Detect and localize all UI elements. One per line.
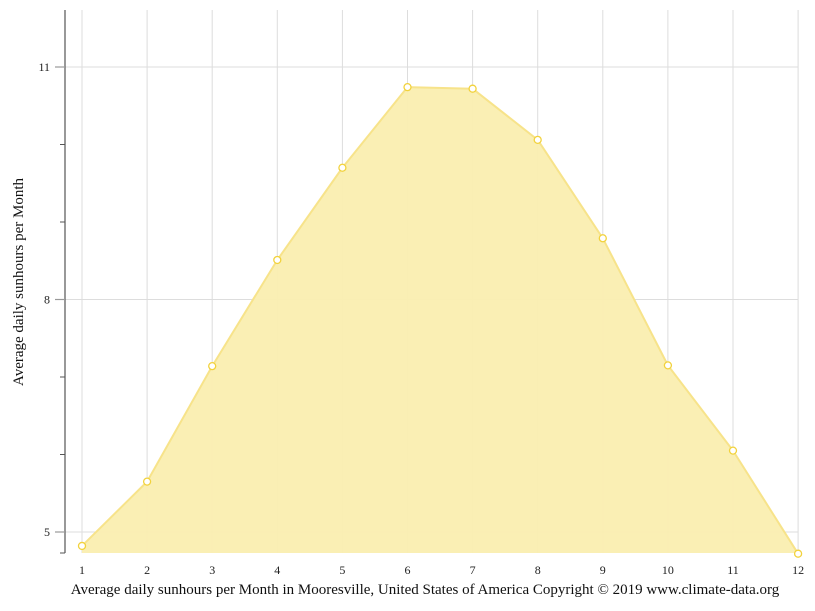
y-tick-label: 11: [38, 60, 50, 74]
x-tick-label: 11: [727, 563, 739, 577]
x-tick-label: 7: [470, 563, 476, 577]
data-point-month-7: [468, 84, 477, 93]
data-point-month-1: [77, 541, 87, 551]
data-point-month-5: [338, 163, 347, 172]
area-series: [81, 86, 799, 555]
y-axis-title: Average daily sunhours per Month: [11, 178, 27, 387]
chart-caption: Average daily sunhours per Month in Moor…: [70, 582, 780, 598]
data-point-month-12: [793, 549, 803, 558]
y-tick-label: 8: [44, 293, 50, 307]
data-point-month-10: [663, 361, 673, 370]
x-tick-label: 9: [600, 563, 606, 577]
series-line: [81, 86, 799, 555]
data-point-month-8: [533, 135, 542, 145]
x-tick-label: 3: [209, 563, 215, 577]
data-point-month-2: [142, 477, 152, 486]
x-axis-tick-labels: 1 2 3 4 5 6 7 8 9 10 11 12: [79, 563, 804, 577]
y-axis: [55, 10, 66, 554]
data-point-month-6: [403, 83, 412, 92]
x-tick-label: 12: [792, 563, 804, 577]
x-tick-label: 4: [274, 563, 280, 577]
x-tick-label: 6: [405, 563, 411, 577]
x-tick-label: 8: [535, 563, 541, 577]
x-tick-label: 1: [79, 563, 85, 577]
y-tick-label: 5: [44, 525, 50, 539]
area-fill: [82, 87, 799, 554]
x-tick-label: 10: [662, 563, 674, 577]
x-tick-label: 5: [339, 563, 345, 577]
data-point-month-3: [208, 361, 217, 371]
data-point-markers: [77, 83, 803, 558]
y-axis-tick-labels: 5 8 11: [38, 60, 50, 539]
data-point-month-11: [728, 446, 738, 455]
x-tick-label: 2: [144, 563, 150, 577]
data-point-month-9: [598, 234, 607, 243]
data-point-month-4: [273, 255, 282, 265]
